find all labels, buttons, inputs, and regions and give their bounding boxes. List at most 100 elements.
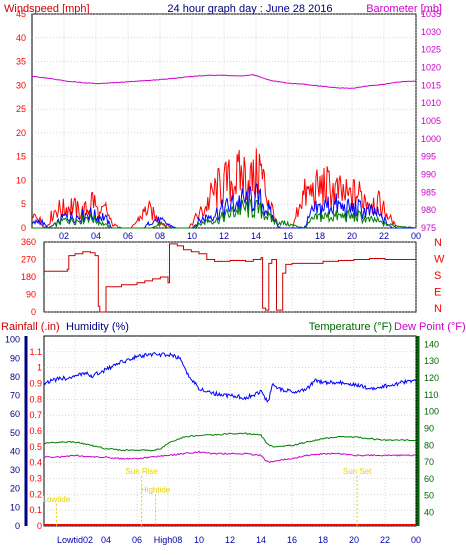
direction-y-tick-label: 90	[26, 290, 36, 300]
rainfall-tick-label: 0.1	[29, 505, 42, 515]
series-avg	[31, 183, 416, 229]
wind-y-tick-label: 0	[21, 223, 26, 233]
rainfall-tick-label: 1	[37, 363, 42, 373]
barometer-tick-label: 1015	[421, 80, 441, 90]
wind-x-tick-label: 20	[347, 231, 357, 241]
barometer-tick-label: 1020	[421, 63, 441, 73]
gridlines	[32, 13, 417, 527]
series-baro	[32, 73, 417, 89]
barometer-tick-label: 1000	[421, 134, 441, 144]
annotation-label: Sun Rise	[125, 467, 158, 476]
climate-x-tick-label: Lowtid02	[57, 535, 93, 545]
rainfall-tick-label: 0.9	[29, 379, 42, 389]
temperature-tick-label: 120	[424, 373, 439, 383]
humidity-tick-label: 70	[10, 391, 20, 401]
wind-x-tick-label: 06	[123, 231, 133, 241]
wind-x-tick-label: 04	[91, 231, 101, 241]
barometer-tick-label: 990	[421, 170, 436, 180]
direction-y-tick-label: 270	[21, 255, 36, 265]
wind-axis-title: Windspeed [mph]	[4, 3, 90, 15]
direction-compass-label: W	[434, 254, 445, 266]
temperature-tick-label: 110	[424, 390, 438, 400]
direction-compass-label: N	[434, 303, 442, 315]
wind-y-tick-label: 30	[16, 80, 26, 90]
barometer-tick-label: 980	[421, 205, 436, 215]
rainfall-tick-label: 0	[37, 521, 42, 531]
wind-y-tick-label: 10	[16, 175, 26, 185]
wind-y-tick-label: 5	[21, 199, 26, 209]
rainfall-tick-label: 0.7	[29, 410, 42, 420]
wind-x-tick-label: 18	[315, 231, 325, 241]
temperature-tick-label: 70	[424, 457, 434, 467]
climate-x-tick-label: 22	[380, 535, 390, 545]
annotations: Lowtide Sun Rise Hightide Sun Set	[43, 467, 372, 526]
wind-y-tick-label: 45	[16, 9, 26, 19]
rainfall-tick-label: 0.8	[29, 394, 42, 404]
climate-x-tick-label: 12	[225, 535, 235, 545]
humidity-tick-label: 80	[10, 372, 20, 382]
barometer-tick-label: 1035	[421, 9, 441, 19]
rainfall-tick-label: 0.5	[29, 442, 42, 452]
chart-title: 24 hour graph day : June 28 2016	[167, 3, 332, 15]
humidity-tick-label: 0	[15, 521, 20, 531]
temperature-tick-label: 100	[424, 407, 439, 417]
direction-compass-label: S	[434, 270, 441, 282]
annotation-label: Hightide	[141, 485, 171, 494]
rainfall-tick-label: 1.1	[29, 347, 42, 357]
barometer-tick-label: 1005	[421, 116, 441, 126]
temperature-tick-label: 130	[424, 356, 439, 366]
annotation-label: Sun Set	[343, 467, 372, 476]
direction-y-tick-label: 360	[21, 237, 36, 247]
humidity-tick-label: 60	[10, 409, 20, 419]
wind-x-tick-label: 22	[379, 231, 389, 241]
rainfall-tick-label: 0.6	[29, 426, 42, 436]
rainfall-tick-label: 0.4	[29, 458, 42, 468]
temperature-tick-label: 140	[424, 339, 439, 349]
temperature-tick-label: 50	[424, 491, 434, 501]
climate-x-tick-label: 00	[411, 535, 421, 545]
wind-x-tick-label: 00	[411, 231, 421, 241]
climate-x-tick-label: High08	[154, 535, 183, 545]
humidity-tick-label: 100	[5, 335, 20, 345]
direction-compass-label: E	[434, 287, 441, 299]
series-humidity	[43, 352, 417, 403]
barometer-tick-label: 975	[421, 223, 436, 233]
climate-x-tick-label: 06	[132, 535, 142, 545]
barometer-tick-label: 1010	[421, 98, 441, 108]
rainfall-axis-title: Rainfall (.in)	[1, 321, 60, 333]
annotation-label: Lowtide	[43, 495, 71, 504]
humidity-tick-label: 40	[10, 446, 20, 456]
temperature-axis-title: Temperature (°F)	[309, 321, 392, 333]
climate-x-tick-label: 10	[194, 535, 204, 545]
wind-y-tick-label: 15	[16, 152, 26, 162]
humidity-tick-label: 30	[10, 465, 20, 475]
barometer-axis-title: Barometer [mb]	[366, 3, 442, 15]
wind-x-tick-label: 10	[187, 231, 197, 241]
climate-x-tick-label: 16	[287, 535, 297, 545]
series-dir	[44, 243, 416, 313]
wind-x-tick-label: 02	[59, 231, 69, 241]
climate-x-tick-label: 18	[318, 535, 328, 545]
series-lines	[31, 73, 417, 526]
dewpoint-axis-title: Dew Point (°F)	[394, 321, 466, 333]
humidity-tick-label: 20	[10, 484, 20, 494]
temperature-tick-label: 80	[424, 440, 434, 450]
series-dewpoint	[43, 450, 417, 464]
wind-y-tick-label: 40	[16, 33, 26, 43]
direction-compass-label: N	[434, 237, 442, 249]
barometer-tick-label: 985	[421, 187, 436, 197]
temperature-tick-label: 90	[424, 423, 434, 433]
temperature-tick-label: 60	[424, 474, 434, 484]
series-temperature	[43, 432, 417, 452]
direction-y-tick-label: 0	[31, 307, 36, 317]
barometer-tick-label: 1030	[421, 27, 441, 37]
wind-y-tick-label: 35	[16, 57, 26, 67]
wind-x-tick-label: 14	[251, 231, 261, 241]
wind-y-tick-label: 25	[16, 104, 26, 114]
humidity-axis-title: Humidity (%)	[66, 321, 129, 333]
humidity-tick-label: 50	[10, 428, 20, 438]
climate-x-tick-label: 20	[349, 535, 359, 545]
wind-x-tick-label: 16	[283, 231, 293, 241]
